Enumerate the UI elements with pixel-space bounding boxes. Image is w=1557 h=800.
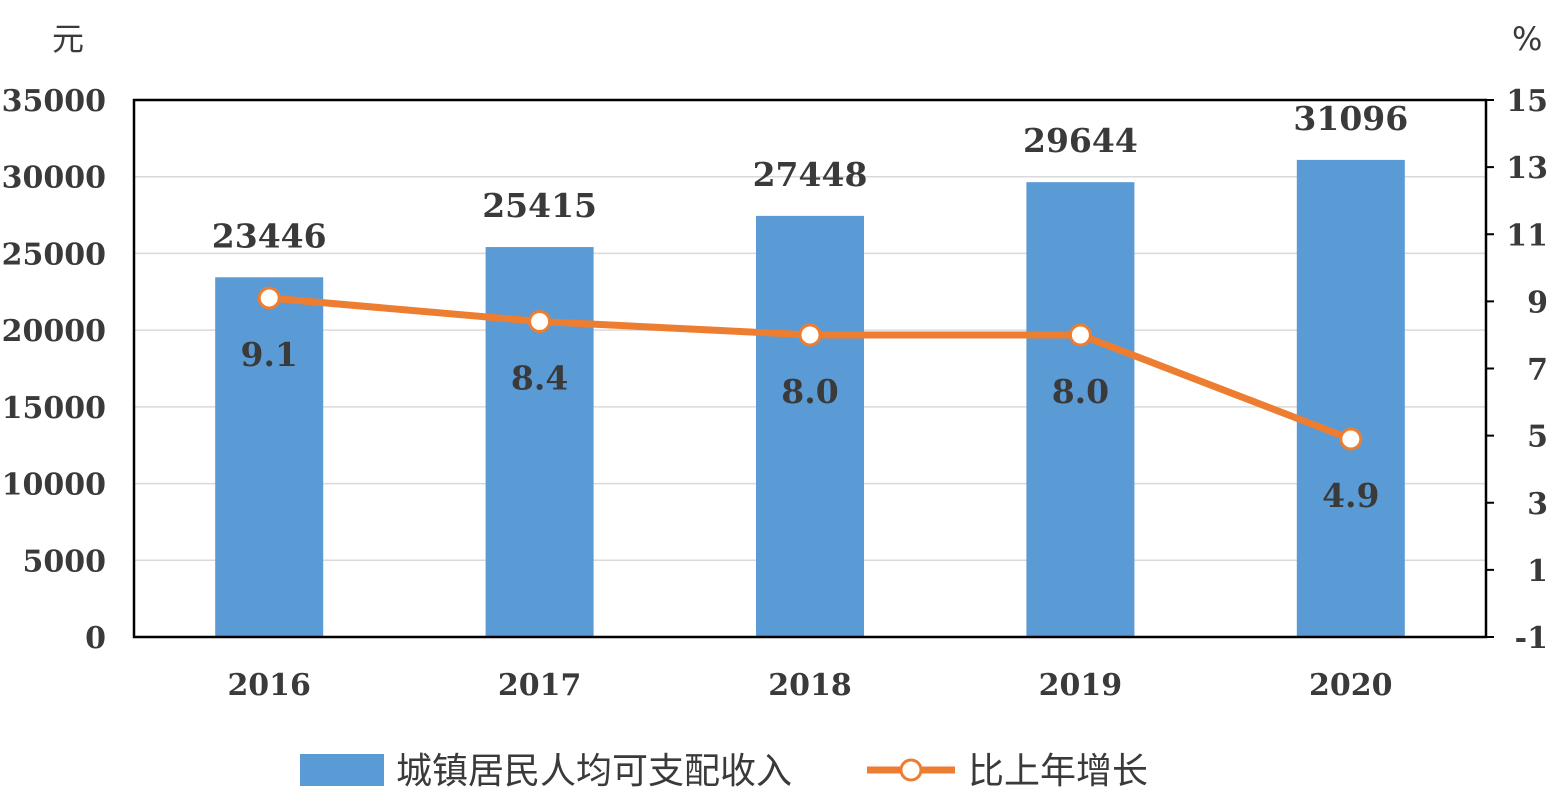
growth-value-label: 4.9: [1322, 476, 1379, 515]
bar: [485, 247, 594, 637]
bar: [1026, 182, 1135, 638]
legend-line-label: 比上年增长: [968, 751, 1148, 792]
data-labels: 23446 25415 27448 29644 31096 9.1 8.4 8.0 8.0 4.9: [212, 99, 1408, 515]
left-tick-label: 5000: [23, 544, 107, 579]
growth-point: [1068, 323, 1092, 347]
growth-point: [1339, 427, 1363, 451]
right-tick-label: 9: [1527, 285, 1548, 320]
legend-bar-swatch: [300, 754, 384, 786]
left-axis: 0 5000 10000 15000 20000 25000 30000 35000: [2, 84, 106, 656]
bar-value-label: 29644: [1023, 121, 1138, 160]
left-tick-label: 25000: [2, 237, 106, 272]
left-axis-unit: 元: [52, 20, 84, 58]
legend-bar-label: 城镇居民人均可支配收入: [396, 751, 792, 792]
right-tick-label: 7: [1527, 353, 1548, 388]
x-tick-label: 2018: [768, 668, 852, 703]
right-tick-label: -1: [1515, 621, 1548, 656]
bar-value-label: 31096: [1293, 99, 1408, 138]
growth-point: [257, 286, 281, 310]
growth-point: [798, 323, 822, 347]
x-axis: 2016 2017 2018 2019 2020: [227, 668, 1392, 703]
right-axis-unit: %: [1512, 20, 1542, 58]
right-tick-label: 3: [1527, 487, 1548, 522]
x-tick-label: 2016: [227, 668, 311, 703]
bar-value-label: 23446: [212, 216, 327, 255]
bar: [1296, 159, 1405, 638]
left-tick-label: 20000: [2, 314, 106, 349]
line-series: [257, 286, 1363, 451]
bar: [756, 215, 864, 637]
right-tick-label: 5: [1527, 420, 1548, 455]
growth-point: [528, 310, 552, 334]
right-tick-label: 15: [1506, 84, 1548, 119]
bar: [215, 277, 324, 637]
growth-value-label: 9.1: [240, 335, 297, 374]
bar-value-label: 25415: [482, 186, 597, 225]
right-tick-label: 1: [1527, 554, 1548, 589]
left-tick-label: 35000: [2, 84, 106, 119]
growth-value-label: 8.0: [1052, 372, 1109, 411]
left-tick-label: 15000: [2, 391, 106, 426]
left-tick-label: 10000: [2, 468, 106, 503]
left-tick-label: 30000: [2, 161, 106, 196]
x-tick-label: 2020: [1309, 668, 1393, 703]
growth-value-label: 8.4: [511, 359, 568, 398]
x-tick-label: 2019: [1039, 668, 1123, 703]
right-tick-label: 11: [1506, 218, 1548, 253]
left-tick-label: 0: [85, 621, 106, 656]
growth-value-label: 8.0: [781, 372, 838, 411]
bar-value-label: 27448: [753, 155, 868, 194]
legend-line-marker: [899, 758, 923, 782]
right-tick-label: 13: [1506, 151, 1548, 186]
legend: 城镇居民人均可支配收入 比上年增长: [300, 751, 1148, 792]
x-tick-label: 2017: [498, 668, 582, 703]
